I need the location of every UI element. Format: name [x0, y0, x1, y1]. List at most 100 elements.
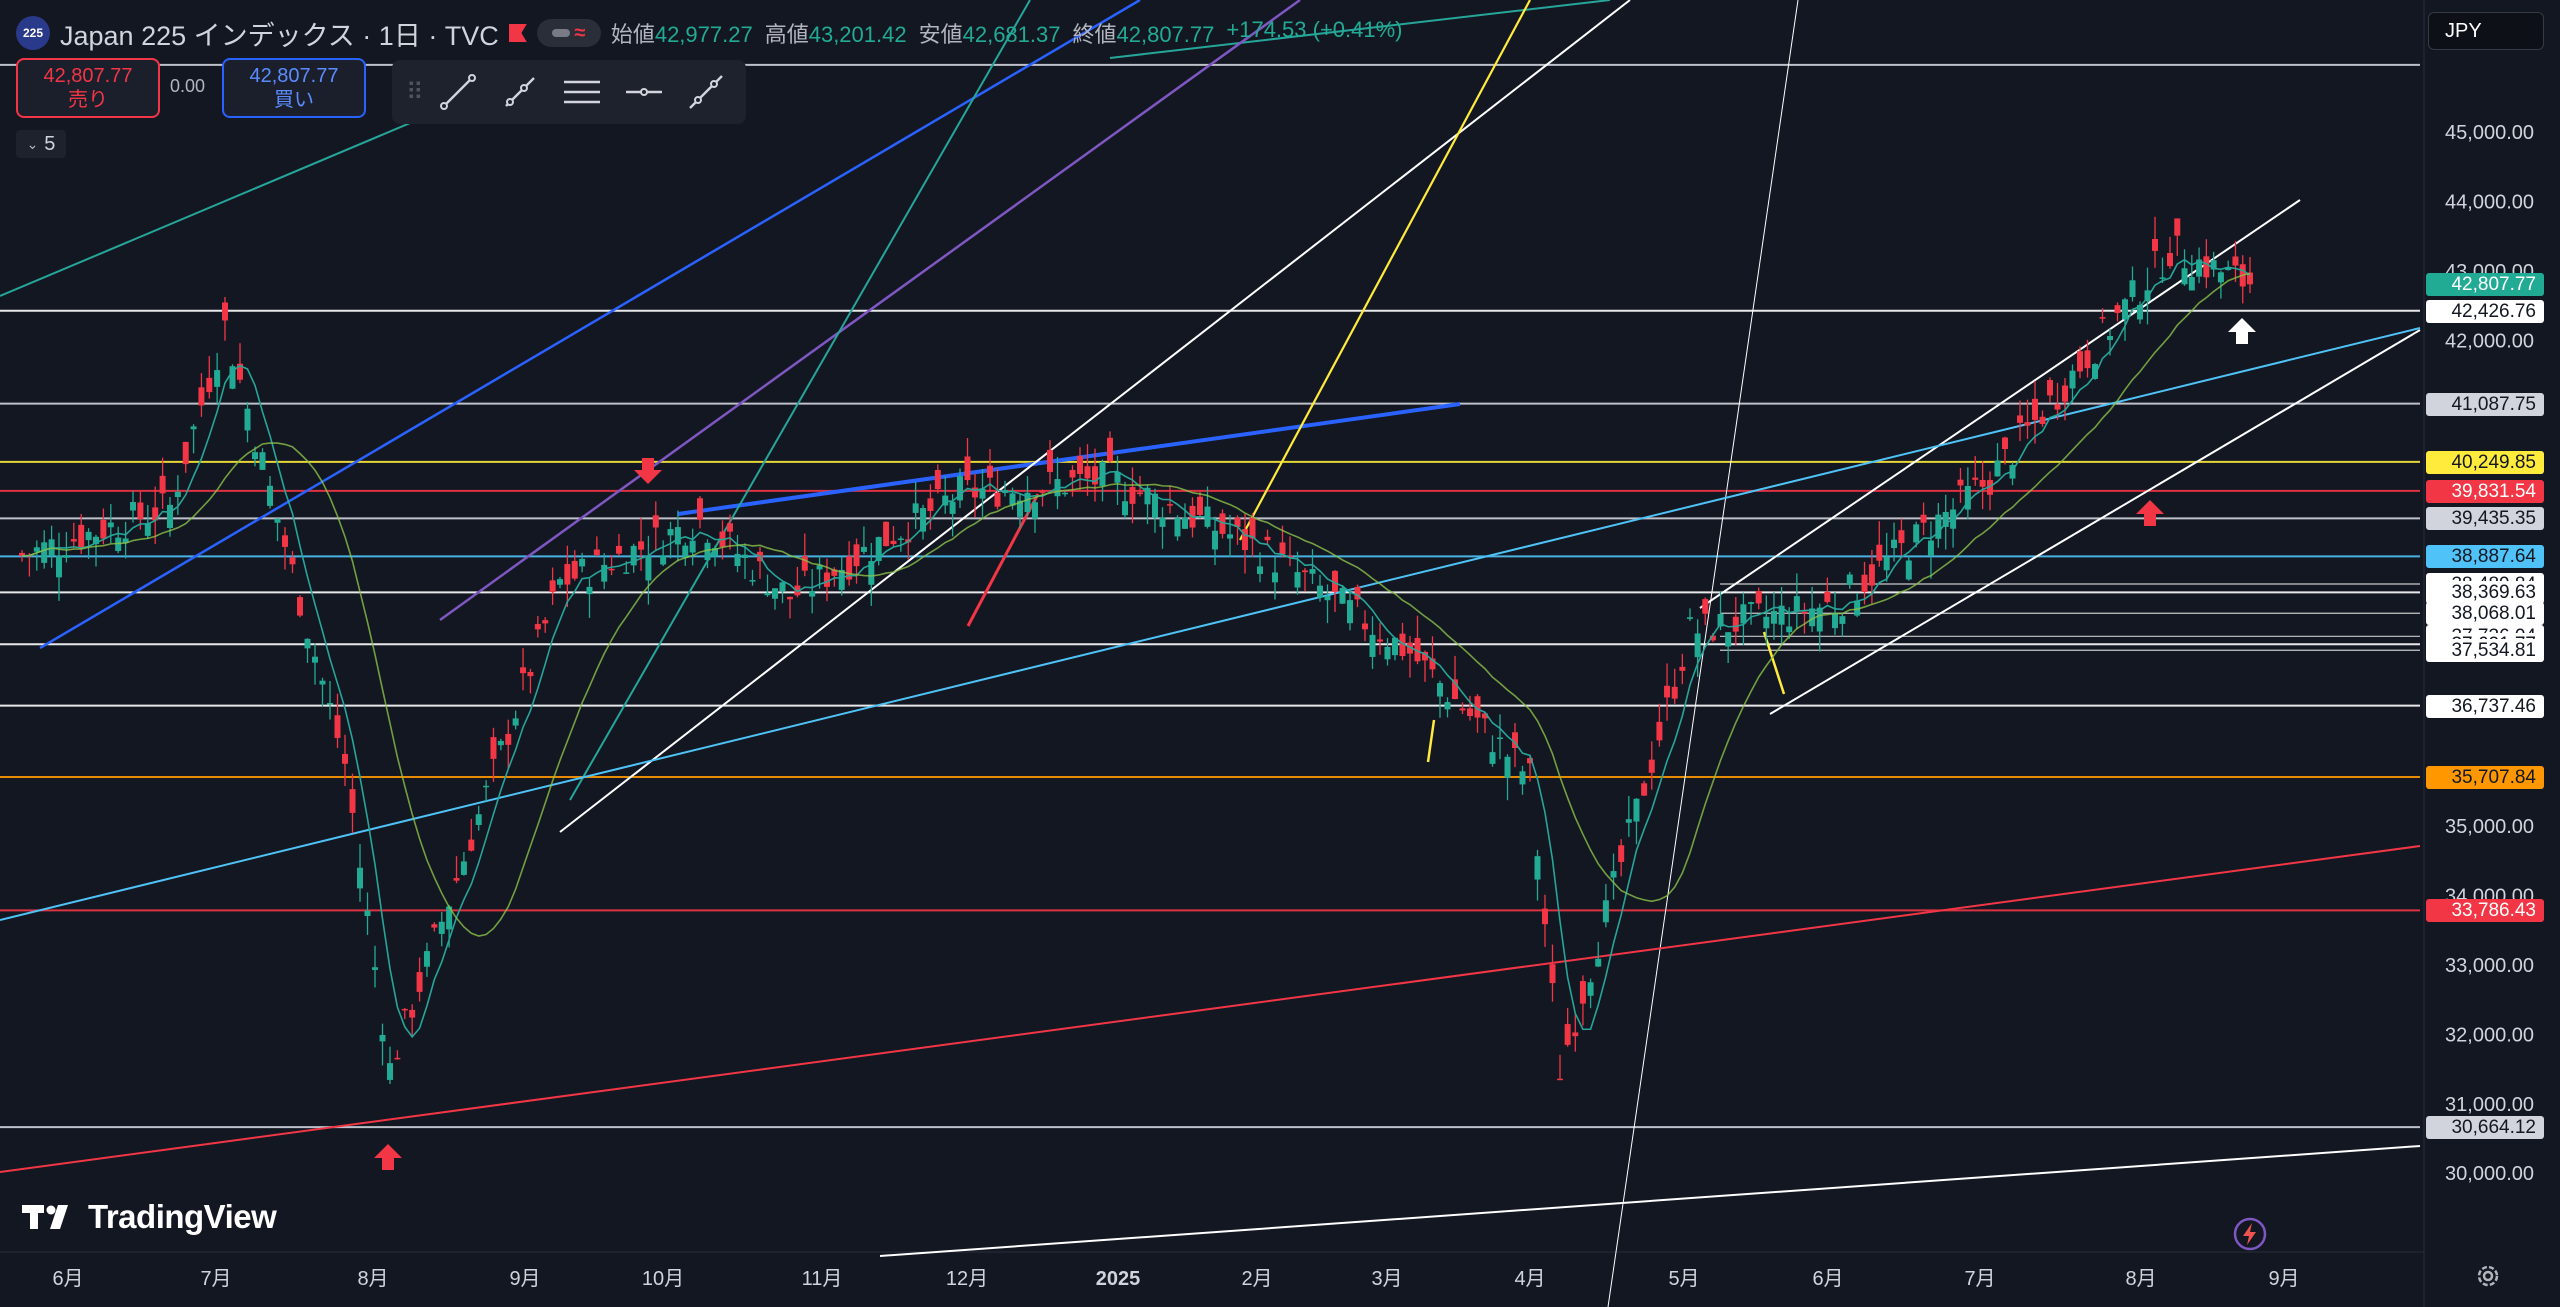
trend-line	[439, 0, 1301, 622]
price-tick-label: 31,000.00	[2445, 1094, 2534, 1116]
candle-body	[1679, 666, 1686, 671]
candle-body	[1122, 501, 1128, 516]
tradingview-logo[interactable]: TradingView	[22, 1198, 277, 1236]
candle-body	[912, 503, 919, 513]
currency-value: JPY	[2445, 19, 2482, 42]
candle-body	[823, 572, 830, 587]
candle-body	[1114, 471, 1121, 483]
time-tick-label: 2025	[1096, 1268, 1141, 1290]
candle-body	[527, 671, 534, 677]
candle-body	[137, 502, 144, 519]
flag-icon[interactable]	[508, 24, 527, 42]
candle-body	[1824, 591, 1831, 602]
candle-body	[1572, 1032, 1579, 1037]
candle-body	[1770, 610, 1777, 624]
candle-body	[542, 620, 549, 624]
candle-body	[1234, 517, 1241, 528]
candle-body	[957, 476, 963, 501]
candle-body	[364, 910, 371, 916]
symbol-logo[interactable]: 225	[16, 16, 50, 50]
candle-body	[152, 507, 159, 521]
candle-body	[1137, 492, 1143, 495]
candle-body	[2107, 335, 2113, 340]
candle-body	[222, 302, 228, 321]
candle-body	[1618, 845, 1625, 862]
candle-body	[100, 519, 107, 539]
candle-body	[1602, 900, 1609, 923]
candle-body	[1994, 460, 2001, 477]
candle-body	[2232, 256, 2239, 266]
horizontal-line-icon[interactable]	[624, 72, 664, 112]
candle-body	[1332, 570, 1338, 592]
candle-body	[1579, 981, 1586, 1004]
candle-body	[1927, 540, 1934, 557]
extended-line-icon[interactable]	[686, 72, 726, 112]
lightning-icon[interactable]	[2232, 1216, 2268, 1252]
price-label: 36,737.46	[2426, 694, 2544, 718]
candle-body	[423, 951, 430, 967]
candle-body	[1084, 466, 1091, 479]
candle-body	[1876, 544, 1883, 561]
candle-body	[505, 733, 512, 745]
candle-body	[1399, 633, 1406, 657]
candle-body	[327, 702, 333, 705]
indicator-toggle[interactable]: ≈	[536, 19, 601, 47]
candle-body	[742, 554, 748, 558]
candle-body	[1519, 771, 1526, 785]
candle-body	[431, 924, 438, 928]
buy-button[interactable]: 42,807.77 買い	[222, 58, 366, 118]
candle-body	[1467, 708, 1473, 717]
candle-body	[1257, 566, 1263, 574]
time-tick-label: 11月	[802, 1268, 843, 1290]
sell-button[interactable]: 42,807.77 売り	[16, 58, 160, 118]
symbol-title[interactable]: Japan 225 インデックス · 1日 · TVC	[60, 20, 499, 51]
gear-icon[interactable]	[2474, 1262, 2502, 1290]
candle-body	[2174, 218, 2181, 236]
candle-body	[964, 456, 971, 481]
trend-line	[0, 845, 2421, 1173]
price-label: 39,435.35	[2426, 507, 2544, 531]
candle-body	[1422, 651, 1428, 661]
grip-icon[interactable]: ⠿	[406, 78, 424, 106]
candle-body	[1717, 614, 1724, 627]
candle-body	[1542, 908, 1548, 925]
parallel-channel-icon[interactable]	[562, 72, 602, 112]
candle-body	[1534, 856, 1541, 880]
change-value: +174.53 (+0.41%)	[1226, 17, 1403, 42]
trend-line	[677, 402, 1461, 516]
trend-line	[559, 0, 1631, 833]
brand-name: TradingView	[88, 1198, 277, 1235]
candle-body	[645, 556, 652, 581]
candle-body	[182, 441, 189, 465]
candle-body	[1633, 798, 1640, 822]
candle-body	[749, 580, 756, 582]
candle-body	[2225, 267, 2232, 271]
indicators-collapse-button[interactable]: ⌄ 5	[16, 130, 66, 158]
trend-line-icon[interactable]	[438, 72, 478, 112]
candle-body	[2032, 398, 2038, 420]
candle-body	[1964, 486, 1971, 510]
candle-body	[1272, 572, 1278, 583]
buy-price: 42,807.77	[249, 65, 339, 87]
candle-body	[312, 656, 318, 663]
candle-body	[2077, 351, 2083, 372]
candle-body	[994, 492, 1001, 507]
ray-icon[interactable]	[500, 72, 540, 112]
time-tick-label: 6月	[52, 1268, 83, 1290]
candle-body	[1302, 570, 1308, 573]
arrow-up-icon	[2136, 500, 2164, 526]
candle-body	[2167, 253, 2173, 267]
trend-line	[0, 327, 2421, 921]
candle-body	[78, 524, 85, 549]
currency-select[interactable]: JPY	[2428, 12, 2544, 50]
arrow-up-icon	[2228, 318, 2256, 344]
time-tick-label: 3月	[1371, 1268, 1402, 1290]
candle-body	[1920, 514, 1927, 523]
candle-body	[1092, 466, 1098, 485]
candle-body	[1444, 702, 1451, 710]
candle-body	[1861, 574, 1868, 593]
candle-body	[2047, 380, 2053, 396]
time-tick-label: 10月	[642, 1268, 684, 1290]
candle-body	[1839, 616, 1846, 624]
